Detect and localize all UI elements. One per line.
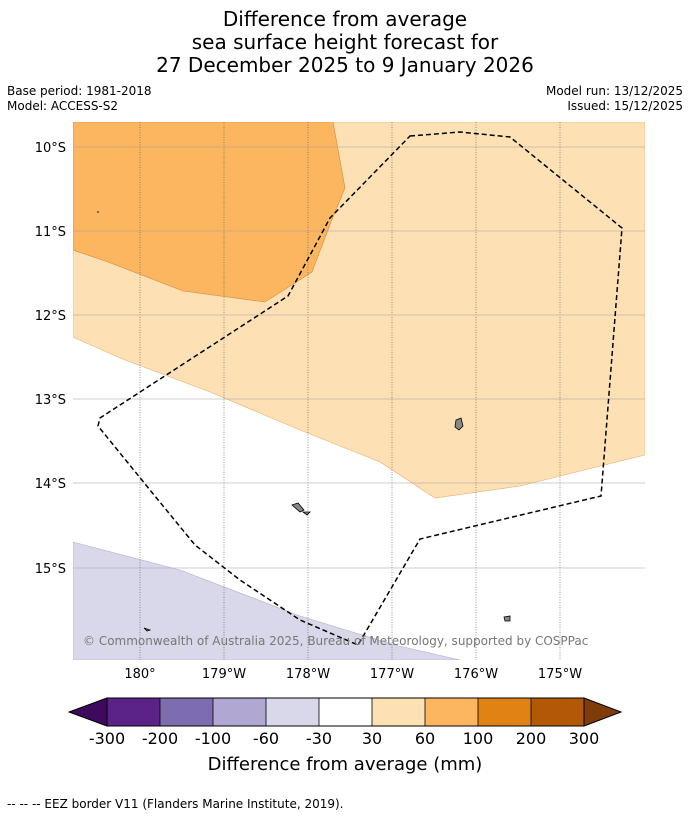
lon-label: 175°W [538, 667, 582, 682]
colorbar-tick: -30 [306, 729, 332, 748]
colorbar-tick: 30 [362, 729, 382, 748]
island-1 [454, 417, 464, 431]
longitude-labels: 180° 179°W 178°W 177°W 176°W 175°W [124, 667, 582, 682]
colorbar-segment [372, 698, 425, 726]
colorbar-segment [531, 698, 584, 726]
colorbar-segment [319, 698, 372, 726]
eez-border [97, 131, 623, 646]
copyright-text: © Commonwealth of Australia 2025, Bureau… [83, 634, 588, 648]
latitude-labels: 10°S 11°S 12°S 13°S 14°S 15°S [35, 141, 66, 577]
colorbar-segment [266, 698, 319, 726]
colorbar-frame [106, 697, 585, 727]
lon-label: 176°W [454, 667, 498, 682]
title-line-3: 27 December 2025 to 9 January 2026 [156, 53, 534, 77]
map-area: © Commonwealth of Australia 2025, Bureau… [73, 122, 645, 660]
anomaly-region-60-100 [73, 122, 346, 303]
model-run: Model run: 13/12/2025 [545, 84, 683, 98]
lat-label: 15°S [35, 562, 66, 577]
colorbar-extend-low [67, 697, 108, 727]
colorbar-tick: 60 [415, 729, 435, 748]
colorbar-tick: -300 [89, 729, 125, 748]
colorbar-tick: -200 [142, 729, 178, 748]
colorbar-segment [425, 698, 478, 726]
colorbar-segment [160, 698, 213, 726]
colorbar-segment [107, 698, 160, 726]
island-3 [301, 511, 311, 516]
island-4 [503, 615, 511, 622]
lon-label: 178°W [286, 667, 330, 682]
title-line-1: Difference from average [222, 7, 468, 31]
model-name: Model: ACCESS-S2 [7, 99, 119, 113]
colorbar: -300 -200 -100 -60 -30 30 60 100 200 300… [67, 697, 623, 775]
lat-label: 12°S [35, 309, 66, 324]
colorbar-segment [213, 698, 266, 726]
title-line-2: sea surface height forecast for [191, 30, 499, 54]
lat-label: 13°S [35, 393, 66, 408]
lat-label: 14°S [35, 477, 66, 492]
colorbar-extend-high [583, 697, 623, 727]
lon-label: 177°W [370, 667, 414, 682]
issued-date: Issued: 15/12/2025 [567, 99, 683, 113]
meta-left: Base period: 1981-2018 Model: ACCESS-S2 [7, 84, 152, 114]
colorbar-tick-labels: -300 -200 -100 -60 -30 30 60 100 200 300 [89, 729, 599, 748]
latitude-gridlines [73, 146, 645, 569]
island-6 [97, 211, 99, 213]
colorbar-tick: 300 [569, 729, 600, 748]
colorbar-tick: 100 [463, 729, 494, 748]
anomaly-region-minus60-minus30 [73, 541, 461, 660]
longitude-gridlines [139, 122, 561, 660]
lat-label: 11°S [35, 225, 66, 240]
island-5 [143, 627, 152, 632]
colorbar-dividers [159, 698, 532, 726]
lon-label: 180° [124, 667, 155, 682]
colorbar-tick: 200 [516, 729, 547, 748]
eez-legend: -- -- -- EEZ border V11 (Flanders Marine… [7, 797, 344, 811]
meta-right: Model run: 13/12/2025 Issued: 15/12/2025 [546, 84, 683, 114]
lon-label: 179°W [202, 667, 246, 682]
colorbar-tick: -60 [253, 729, 279, 748]
colorbar-segment [478, 698, 531, 726]
lat-label: 10°S [35, 141, 66, 156]
base-period: Base period: 1981-2018 [7, 84, 152, 98]
chart-title: Difference from average sea surface heig… [0, 8, 690, 77]
island-2 [291, 502, 305, 513]
colorbar-label: Difference from average (mm) [208, 754, 483, 775]
colorbar-tick: -100 [195, 729, 231, 748]
